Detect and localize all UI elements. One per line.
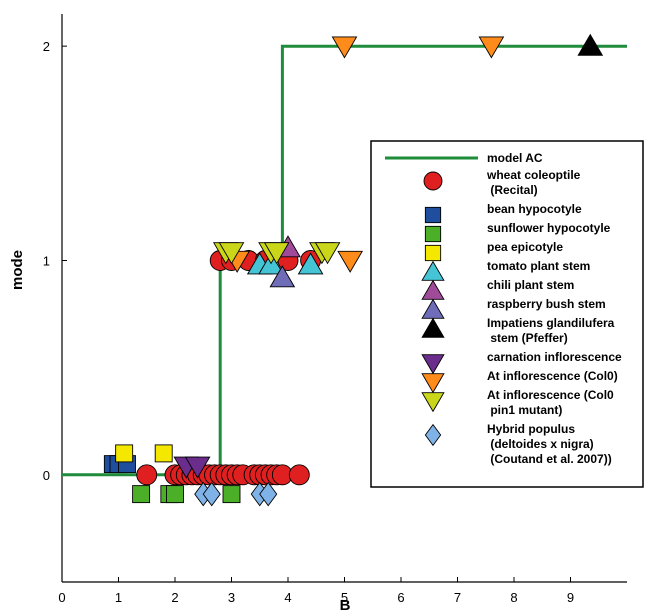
legend-label-line: pin1 mutant) [487,403,562,417]
data-point [115,444,134,463]
legend-label-line: pea epicotyle [487,240,563,254]
data-point [288,464,310,486]
x-tick-label: 2 [171,590,178,605]
y-tick-label: 0 [43,468,50,483]
legend-label: model AC [487,151,543,165]
legend-marker [424,206,442,224]
legend-marker [424,244,442,262]
data-point [259,481,278,507]
x-tick-label: 6 [397,590,404,605]
legend-label: At inflorescence (Col0) [487,369,618,383]
legend-label-line: (deltoides x nigra) [487,437,594,451]
y-axis-title: mode [9,250,26,290]
data-point [132,485,151,504]
x-tick-label: 0 [58,590,65,605]
x-tick-label: 9 [567,590,574,605]
legend-label-line: stem (Pfeffer) [487,331,568,345]
data-point [478,36,505,59]
legend-marker [424,225,442,243]
x-tick-label: 3 [228,590,235,605]
x-tick-label: 7 [454,590,461,605]
legend-label-line: raspberry bush stem [487,297,606,311]
legend-label: sunflower hypocotyle [487,221,611,235]
legend-label-line: (Recital) [487,183,538,197]
legend-label-line: sunflower hypocotyle [487,221,611,235]
x-axis-title: B [340,597,351,614]
legend-marker [424,423,442,447]
legend-label-line: carnation inflorescence [487,350,622,364]
legend-label-line: Hybrid populus [487,422,575,436]
legend-label: chili plant stem [487,278,574,292]
data-point [184,456,211,479]
y-tick-label: 2 [43,39,50,54]
x-tick-label: 8 [510,590,517,605]
data-point [314,242,341,265]
legend-label: Hybrid populus (deltoides x nigra) (Cout… [487,422,612,466]
data-point [154,444,173,463]
legend-box [370,140,644,488]
legend-label: carnation inflorescence [487,350,622,364]
y-tick-label: 1 [43,253,50,268]
data-point [331,36,358,59]
legend: model AC wheat coleoptile (Recital) bean h… [370,140,644,488]
axes: 0 1 2 3 4 5 6 7 8 9 0 1 2 [43,14,627,605]
legend-label: Impatiens glandilufera stem (Pfeffer) [487,316,615,345]
legend-label: tomato plant stem [487,259,590,273]
data-point [222,485,241,504]
data-points [103,33,604,507]
data-point [166,485,184,504]
legend-label-line: At inflorescence (Col0 [487,388,614,402]
legend-label: wheat coleoptile (Recital) [486,168,581,197]
legend-items: model AC wheat coleoptile (Recital) bean h… [385,151,622,466]
legend-label: bean hypocotyle [487,202,582,216]
data-point [218,242,245,265]
legend-label: raspberry bush stem [487,297,606,311]
legend-marker [421,317,445,338]
legend-marker [421,392,445,413]
legend-label-line: bean hypocotyle [487,202,582,216]
x-tick-label: 4 [284,590,291,605]
legend-label-line: At inflorescence (Col0) [487,369,618,383]
data-point [297,252,324,275]
legend-marker [423,171,443,191]
legend-label: pea epicotyle [487,240,563,254]
x-tick-label: 5 [341,590,348,605]
legend-label-line: (Coutand et al. 2007)) [487,452,612,466]
data-point [202,481,221,507]
data-point [136,464,158,486]
data-point [337,250,364,273]
x-tick-label: 1 [115,590,122,605]
data-point [577,33,604,56]
legend-label: At inflorescence (Col0 pin1 mutant) [487,388,614,417]
legend-marker [421,373,445,394]
legend-label-line: tomato plant stem [487,259,590,273]
legend-label-line: chili plant stem [487,278,574,292]
legend-label-line: wheat coleoptile [486,168,581,182]
axis-titles: B mode [9,250,351,614]
data-point [263,242,290,265]
legend-label-line: Impatiens glandilufera [487,316,615,330]
legend-marker [421,354,445,375]
data-point [269,265,296,288]
